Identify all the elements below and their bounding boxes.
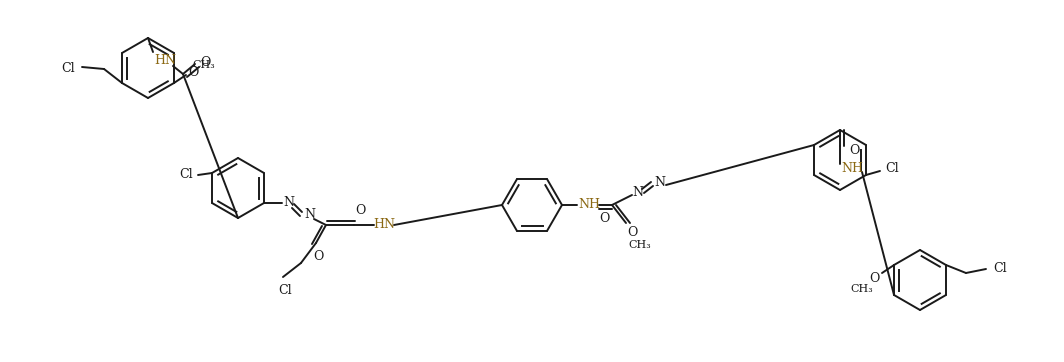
Text: Cl: Cl <box>62 63 74 76</box>
Text: N: N <box>654 177 665 189</box>
Text: O: O <box>627 227 637 240</box>
Text: Cl: Cl <box>179 168 193 181</box>
Text: Cl: Cl <box>278 285 292 298</box>
Text: O: O <box>313 251 323 264</box>
Text: HN: HN <box>373 219 395 232</box>
Text: NH: NH <box>578 198 600 211</box>
Text: N: N <box>304 209 316 222</box>
Text: HN: HN <box>154 54 176 67</box>
Text: O: O <box>354 205 365 218</box>
Text: NH: NH <box>841 163 863 176</box>
Text: N: N <box>283 197 295 210</box>
Text: CH₃: CH₃ <box>850 284 874 294</box>
Text: O: O <box>599 212 610 226</box>
Text: CH₃: CH₃ <box>193 60 215 70</box>
Text: O: O <box>187 66 198 79</box>
Text: O: O <box>200 55 211 68</box>
Text: Cl: Cl <box>885 163 899 176</box>
Text: N: N <box>632 185 644 198</box>
Text: O: O <box>849 143 860 156</box>
Text: CH₃: CH₃ <box>629 240 651 250</box>
Text: Cl: Cl <box>993 262 1007 275</box>
Text: O: O <box>869 273 879 286</box>
